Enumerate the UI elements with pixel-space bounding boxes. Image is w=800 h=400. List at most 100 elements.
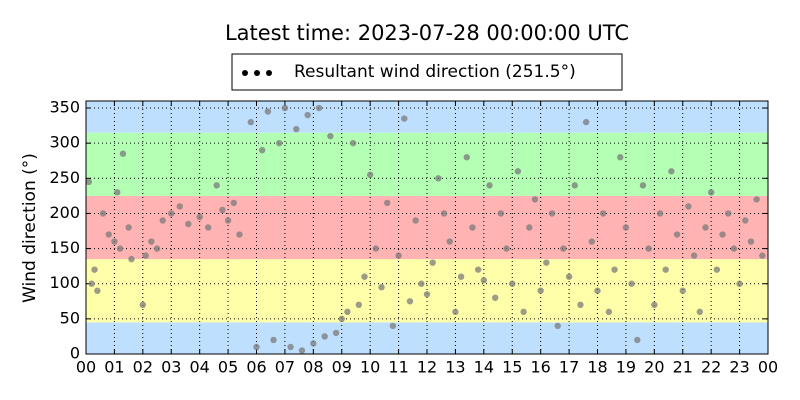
data-point	[349, 139, 357, 147]
data-point	[651, 301, 658, 309]
x-tick-label: 17	[559, 358, 579, 377]
data-point	[639, 182, 647, 189]
legend-label: Resultant wind direction (251.5°)	[294, 62, 576, 82]
data-point	[435, 175, 442, 182]
data-point	[429, 259, 436, 266]
data-point	[503, 245, 510, 252]
x-tick-label: 00	[758, 358, 778, 377]
data-point	[176, 203, 183, 210]
x-tick-label: 09	[332, 358, 352, 377]
data-point	[730, 245, 738, 252]
data-point	[486, 182, 493, 189]
data-point	[114, 189, 121, 196]
data-point	[116, 245, 124, 252]
data-point	[366, 171, 374, 178]
x-tick-label: 21	[673, 358, 693, 377]
x-tick-label: 07	[275, 358, 295, 377]
data-point	[204, 224, 212, 231]
x-tick-label: 15	[502, 358, 522, 377]
data-point	[452, 308, 459, 316]
data-point	[565, 273, 573, 280]
data-point	[321, 333, 328, 340]
data-point	[401, 115, 408, 122]
direction-band	[86, 101, 768, 133]
data-point	[270, 336, 277, 344]
data-point	[236, 231, 243, 238]
data-point	[446, 238, 453, 245]
data-point	[310, 340, 317, 347]
data-point	[94, 287, 101, 294]
data-point	[628, 280, 635, 287]
data-point	[168, 210, 175, 217]
data-point	[315, 104, 323, 112]
data-point	[264, 108, 272, 115]
y-tick-label: 200	[49, 203, 80, 222]
data-point	[298, 347, 306, 354]
direction-band	[86, 132, 768, 196]
legend-marker	[266, 70, 272, 76]
data-point	[679, 287, 686, 294]
data-point	[99, 210, 107, 217]
data-point	[753, 196, 760, 203]
data-point	[128, 255, 135, 263]
data-point	[702, 224, 709, 231]
data-point	[685, 203, 692, 210]
data-point	[406, 298, 414, 305]
y-tick-label: 350	[49, 98, 80, 117]
data-point	[509, 280, 516, 287]
data-point	[247, 118, 255, 126]
y-tick-label: 0	[70, 344, 80, 363]
data-point	[253, 343, 260, 351]
data-point	[560, 245, 567, 252]
data-point	[656, 210, 664, 217]
data-point	[213, 182, 220, 189]
x-tick-label: 06	[246, 358, 266, 377]
data-point	[594, 287, 601, 294]
plot-frame	[85, 100, 769, 355]
data-point	[418, 280, 425, 287]
data-point	[497, 210, 505, 217]
data-point	[378, 284, 385, 291]
data-point	[361, 273, 368, 280]
data-point	[125, 224, 132, 231]
data-point	[293, 125, 300, 133]
x-tick-label: 14	[474, 358, 494, 377]
data-point	[582, 118, 590, 126]
data-point	[645, 245, 652, 252]
x-tick-label: 23	[729, 358, 749, 377]
data-point	[690, 252, 698, 259]
data-point	[287, 343, 294, 351]
data-point	[599, 210, 607, 217]
data-point	[327, 132, 334, 140]
data-point	[276, 139, 283, 147]
data-point	[548, 210, 556, 217]
data-point	[384, 199, 391, 207]
data-point	[725, 210, 732, 217]
data-point	[355, 301, 362, 309]
data-point	[668, 168, 675, 175]
data-point	[111, 238, 118, 245]
data-point	[759, 252, 766, 259]
data-point	[571, 182, 578, 189]
chart-title: Latest time: 2023-07-28 00:00:00 UTC	[225, 21, 629, 45]
data-point	[281, 104, 289, 112]
data-point	[412, 217, 419, 224]
x-tick-label: 19	[616, 358, 636, 377]
y-tick-label: 50	[60, 308, 80, 327]
data-point	[153, 245, 161, 252]
data-point	[142, 252, 149, 259]
data-point	[338, 315, 345, 323]
x-tick-label: 22	[701, 358, 721, 377]
data-point	[543, 259, 550, 266]
x-tick-label: 04	[189, 358, 209, 377]
data-point	[634, 336, 641, 344]
data-point	[537, 287, 544, 294]
data-point	[389, 322, 397, 330]
x-tick-label: 05	[218, 358, 238, 377]
data-point	[742, 217, 749, 224]
data-point	[707, 189, 715, 196]
data-point	[224, 217, 232, 224]
x-tick-label: 16	[530, 358, 550, 377]
legend-marker	[254, 70, 260, 76]
